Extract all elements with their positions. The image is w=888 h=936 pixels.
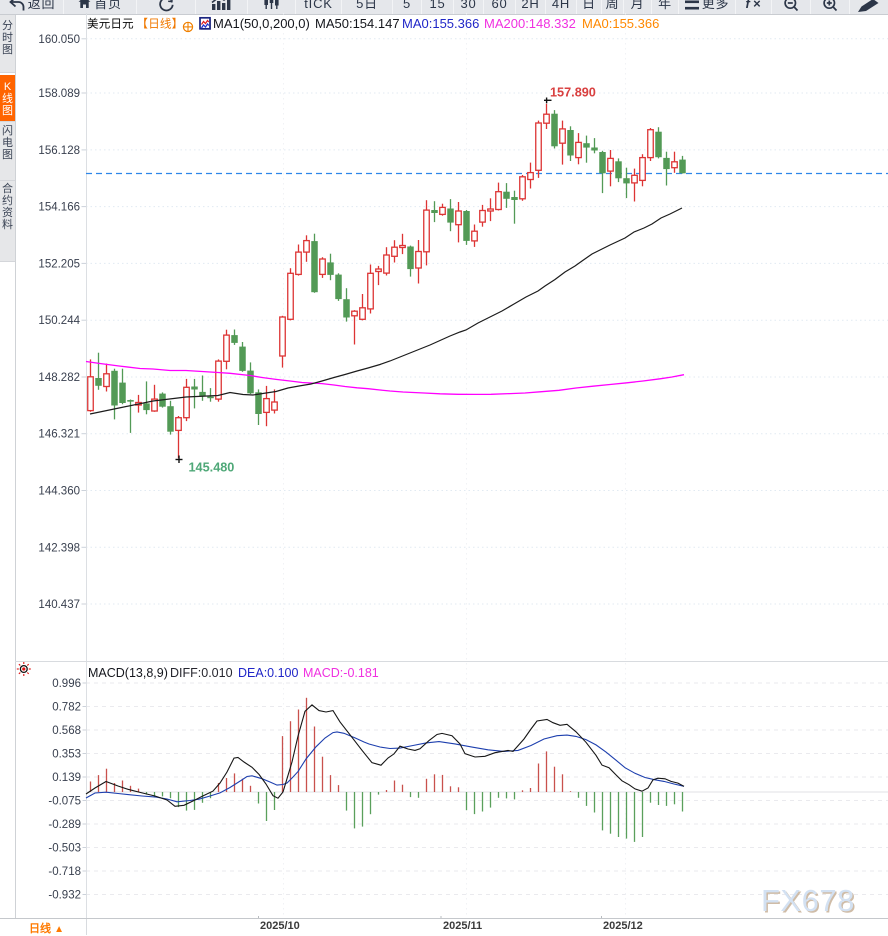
svg-text:美元日元: 美元日元 (87, 17, 134, 31)
svg-text:140.437: 140.437 (38, 599, 80, 611)
svg-text:-0.075: -0.075 (48, 796, 81, 808)
svg-text:0.782: 0.782 (52, 702, 81, 714)
svg-text:156.128: 156.128 (38, 145, 80, 157)
svg-text:-0.503: -0.503 (48, 843, 81, 855)
svg-text:152.205: 152.205 (38, 258, 80, 270)
svg-text:MA200:148.332: MA200:148.332 (484, 16, 576, 31)
svg-text:MA0:155.366: MA0:155.366 (402, 16, 479, 31)
svg-text:148.282: 148.282 (38, 372, 80, 384)
svg-text:146.321: 146.321 (38, 429, 80, 441)
svg-text:MACD:-0.181: MACD:-0.181 (303, 666, 379, 680)
svg-text:0.353: 0.353 (52, 749, 81, 761)
svg-text:MA0:155.366: MA0:155.366 (582, 16, 659, 31)
svg-text:158.089: 158.089 (38, 88, 80, 100)
svg-text:0.139: 0.139 (52, 772, 81, 784)
svg-text:MA1(50,0,200,0): MA1(50,0,200,0) (213, 16, 310, 31)
svg-text:MACD(13,8,9): MACD(13,8,9) (88, 666, 168, 680)
svg-text:145.480: 145.480 (189, 461, 235, 475)
svg-text:-0.932: -0.932 (48, 890, 81, 902)
svg-text:157.890: 157.890 (550, 85, 596, 99)
svg-text:150.244: 150.244 (38, 315, 80, 327)
svg-text:FX678: FX678 (761, 883, 855, 918)
svg-text:-0.289: -0.289 (48, 819, 81, 831)
svg-text:0.568: 0.568 (52, 725, 81, 737)
svg-text:DEA:0.100: DEA:0.100 (238, 666, 299, 680)
svg-text:160.050: 160.050 (38, 34, 80, 46)
svg-text:142.398: 142.398 (38, 542, 80, 554)
svg-text:0.996: 0.996 (52, 678, 81, 690)
svg-text:FX678: FX678 (763, 885, 857, 920)
svg-text:MA50:154.147: MA50:154.147 (315, 16, 400, 31)
svg-text:【日线】: 【日线】 (137, 17, 184, 31)
svg-text:DIFF:0.010: DIFF:0.010 (170, 666, 233, 680)
svg-text:-0.718: -0.718 (48, 866, 81, 878)
svg-text:154.166: 154.166 (38, 202, 80, 214)
svg-text:144.360: 144.360 (38, 486, 80, 498)
